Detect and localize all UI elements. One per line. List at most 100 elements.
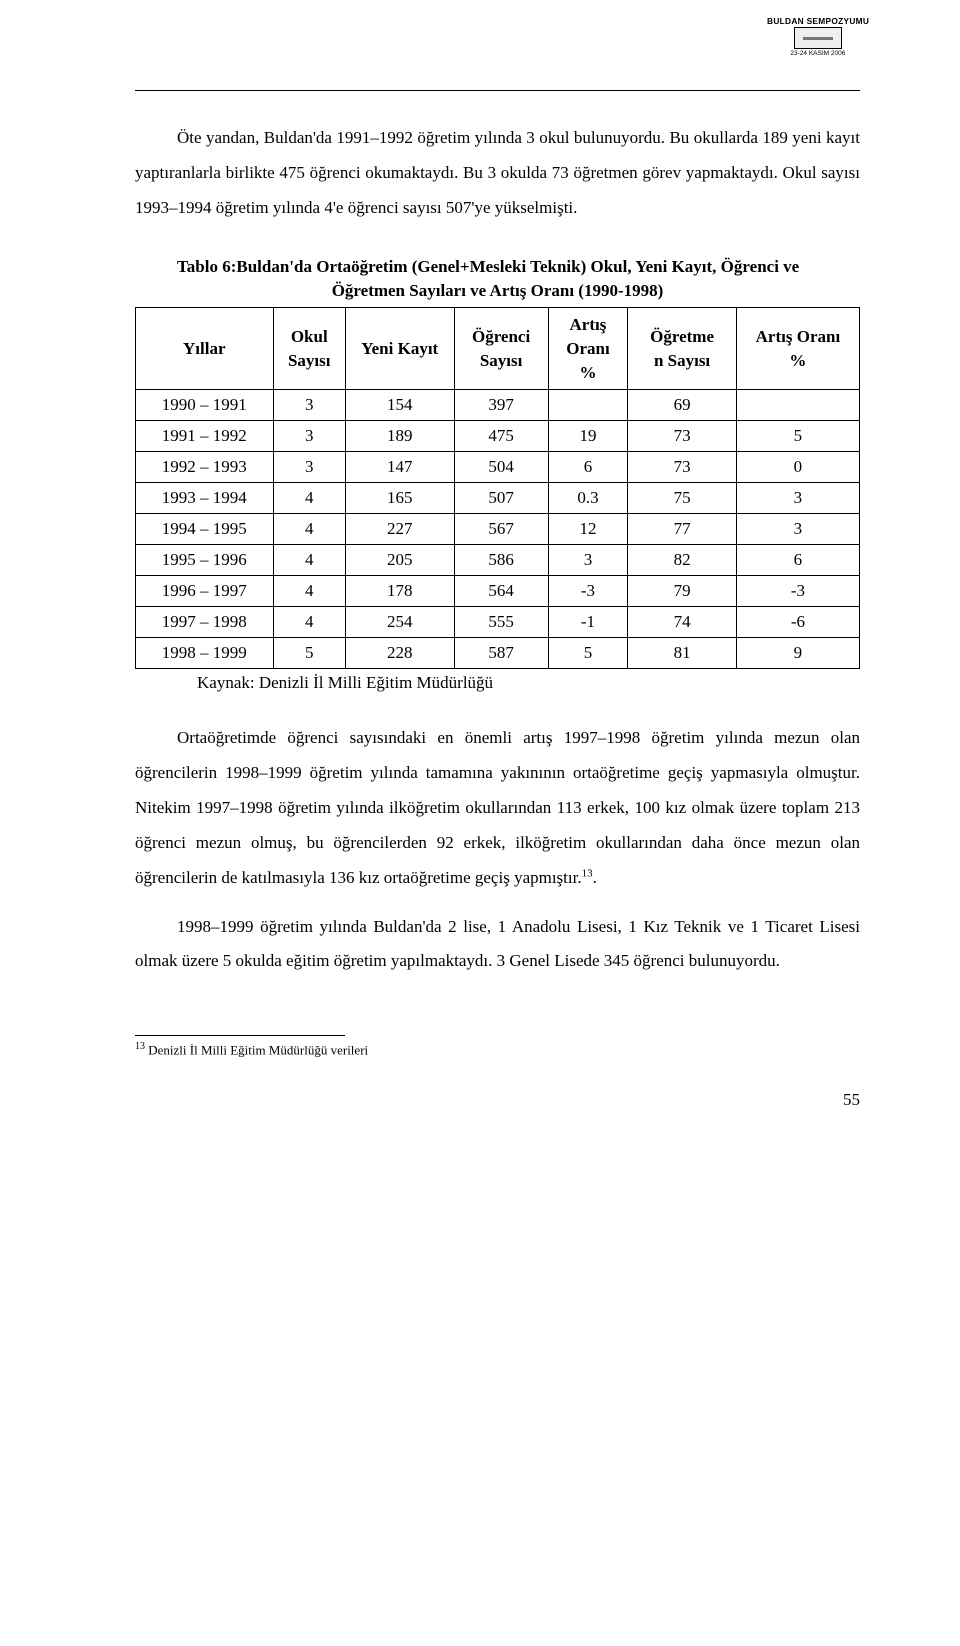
table-cell: 1992 – 1993 [136,452,274,483]
table-cell: 81 [628,638,737,669]
table-cell: 4 [273,576,345,607]
table-cell: 475 [454,421,548,452]
table-cell: 19 [548,421,628,452]
table-cell: 147 [345,452,454,483]
table-cell: 1993 – 1994 [136,483,274,514]
th-og-1: Öğretme [650,327,714,346]
logo-image-box [794,27,842,49]
table-cell: 567 [454,514,548,545]
table-cell: 1995 – 1996 [136,545,274,576]
page-container: BULDAN SEMPOZYUMU 23-24 KASIM 2006 Öte y… [0,0,960,1170]
table-cell: 1997 – 1998 [136,607,274,638]
table-cell: -6 [736,607,859,638]
table-cell: 6 [736,545,859,576]
th-yk-text: Yeni Kayıt [361,339,438,358]
table-cell: 189 [345,421,454,452]
table-cell: 254 [345,607,454,638]
table-cell: -3 [548,576,628,607]
table-head: Yıllar Okul Sayısı Yeni Kayıt Öğrenci Sayı… [136,308,860,390]
paragraph-2-text: Ortaöğretimde öğrenci sayısındaki en öne… [135,728,860,886]
page-number: 55 [135,1090,860,1110]
table-cell: 6 [548,452,628,483]
table-caption-line2: Öğretmen Sayıları ve Artış Oranı (1990-1… [135,281,860,301]
table-row: 1990 – 1991315439769 [136,390,860,421]
table-cell: 586 [454,545,548,576]
paragraph-1-text: Öte yandan, Buldan'da 1991–1992 öğretim … [135,128,860,217]
table-cell: 73 [628,421,737,452]
th-os-2: Sayısı [480,351,523,370]
table-cell: 507 [454,483,548,514]
th-os-1: Öğrenci [472,327,530,346]
table-cell: -3 [736,576,859,607]
th-years-text: Yıllar [183,339,226,358]
table-cell: 75 [628,483,737,514]
table-row: 1997 – 19984254555-174-6 [136,607,860,638]
table-row: 1992 – 199331475046730 [136,452,860,483]
table-cell: 564 [454,576,548,607]
top-rule [135,90,860,91]
logo-date: 23-24 KASIM 2006 [766,50,870,57]
th-a1-3: % [579,363,596,382]
header-logo: BULDAN SEMPOZYUMU 23-24 KASIM 2006 [766,16,870,57]
table-cell [548,390,628,421]
table-row: 1996 – 19974178564-379-3 [136,576,860,607]
table-row: 1995 – 199642055863826 [136,545,860,576]
table-cell: 77 [628,514,737,545]
table-cell: 73 [628,452,737,483]
table-cell: 397 [454,390,548,421]
table-cell: 3 [273,421,345,452]
footnote-rule [135,1035,345,1036]
table-cell: 74 [628,607,737,638]
footnote: 13 Denizli İl Milli Eğitim Müdürlüğü ver… [135,1040,860,1060]
table-cell: 3 [736,483,859,514]
table-header-row: Yıllar Okul Sayısı Yeni Kayıt Öğrenci Sayı… [136,308,860,390]
table-cell: 12 [548,514,628,545]
table-row: 1991 – 1992318947519735 [136,421,860,452]
th-years: Yıllar [136,308,274,390]
table-cell: 4 [273,483,345,514]
table-cell: 165 [345,483,454,514]
table-source: Kaynak: Denizli İl Milli Eğitim Müdürlüğ… [135,673,860,693]
th-yenikayit: Yeni Kayıt [345,308,454,390]
data-table: Yıllar Okul Sayısı Yeni Kayıt Öğrenci Sayı… [135,307,860,669]
table-cell: 1998 – 1999 [136,638,274,669]
table-cell [736,390,859,421]
table-cell: 228 [345,638,454,669]
paragraph-2-tail: . [593,868,597,887]
table-cell: 69 [628,390,737,421]
table-cell: 1994 – 1995 [136,514,274,545]
th-ogretmen: Öğretme n Sayısı [628,308,737,390]
th-a2-2: % [789,351,806,370]
table-cell: 5 [273,638,345,669]
table-cell: 9 [736,638,859,669]
table-cell: 504 [454,452,548,483]
th-artis1: ArtışOranı% [548,308,628,390]
table-caption-line1: Tablo 6:Buldan'da Ortaöğretim (Genel+Mes… [135,254,860,280]
table-cell: 1991 – 1992 [136,421,274,452]
paragraph-2: Ortaöğretimde öğrenci sayısındaki en öne… [135,721,860,895]
table-cell: 3 [273,452,345,483]
paragraph-2-sup: 13 [582,867,593,879]
table-row: 1994 – 1995422756712773 [136,514,860,545]
th-okul-2: Sayısı [288,351,331,370]
table-cell: 227 [345,514,454,545]
th-og-2: n Sayısı [654,351,710,370]
table-cell: 0.3 [548,483,628,514]
table-cell: 178 [345,576,454,607]
th-a2-1: Artış Oranı [756,327,841,346]
logo-arch-text: BULDAN SEMPOZYUMU [767,16,869,26]
table-cell: 4 [273,607,345,638]
th-okul: Okul Sayısı [273,308,345,390]
table-cell: 1996 – 1997 [136,576,274,607]
table-cell: 3 [273,390,345,421]
th-artis2: Artış Oranı% [736,308,859,390]
table-cell: 0 [736,452,859,483]
table-cell: 587 [454,638,548,669]
th-okul-1: Okul [291,327,328,346]
table-cell: 5 [548,638,628,669]
table-cell: 555 [454,607,548,638]
table-row: 1993 – 199441655070.3753 [136,483,860,514]
th-a1-2: Oranı [566,339,609,358]
table-cell: 5 [736,421,859,452]
table-row: 1998 – 199952285875819 [136,638,860,669]
